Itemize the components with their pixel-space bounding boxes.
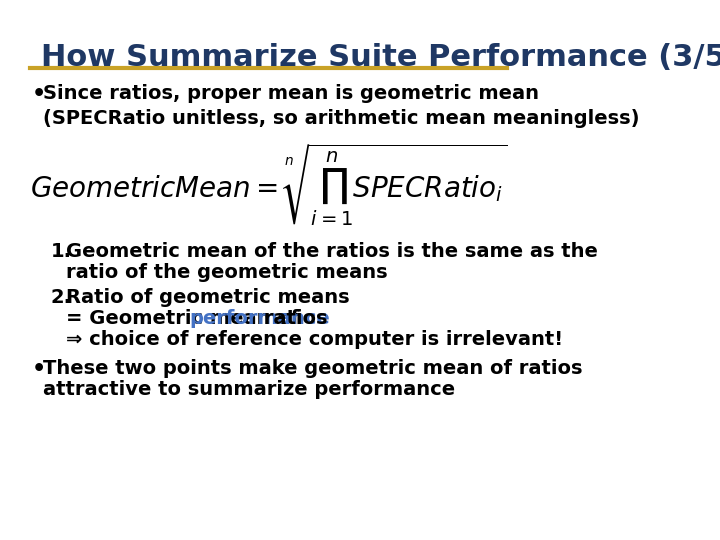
Text: attractive to summarize performance: attractive to summarize performance	[43, 380, 455, 399]
Text: = Geometric mean of: = Geometric mean of	[66, 309, 305, 328]
Text: performance: performance	[189, 309, 330, 328]
Text: ratio of the geometric means: ratio of the geometric means	[66, 263, 387, 282]
Text: •: •	[31, 359, 45, 379]
Text: How Summarize Suite Performance (3/5): How Summarize Suite Performance (3/5)	[41, 43, 720, 72]
Text: Since ratios, proper mean is geometric mean
(SPECRatio unitless, so arithmetic m: Since ratios, proper mean is geometric m…	[43, 84, 640, 128]
Text: ratios: ratios	[257, 309, 328, 328]
Text: ⇒ choice of reference computer is irrelevant!: ⇒ choice of reference computer is irrele…	[66, 330, 563, 349]
Text: These two points make geometric mean of ratios: These two points make geometric mean of …	[43, 359, 582, 378]
Text: 1.: 1.	[50, 242, 72, 261]
Text: 2.: 2.	[50, 288, 72, 307]
Text: $\mathit{GeometricMean} = \sqrt[\mathit{n}]{\prod_{i=1}^{n} \mathit{SPECRatio}_{: $\mathit{GeometricMean} = \sqrt[\mathit{…	[30, 141, 507, 228]
Text: •: •	[31, 84, 45, 104]
Text: Geometric mean of the ratios is the same as the: Geometric mean of the ratios is the same…	[66, 242, 598, 261]
Text: Ratio of geometric means: Ratio of geometric means	[66, 288, 349, 307]
